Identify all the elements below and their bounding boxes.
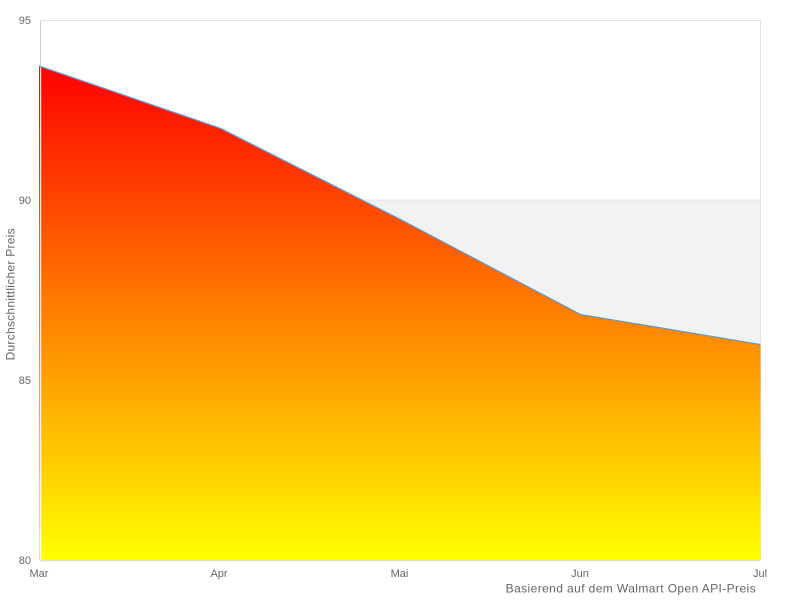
svg-text:Jul: Jul: [753, 568, 767, 580]
svg-text:Basierend auf dem Walmart Open: Basierend auf dem Walmart Open API-Preis: [506, 582, 756, 596]
svg-text:85: 85: [19, 375, 31, 387]
svg-text:Durchschnittlicher Preis: Durchschnittlicher Preis: [3, 228, 17, 360]
svg-text:90: 90: [19, 195, 31, 207]
svg-text:Jun: Jun: [571, 568, 589, 580]
svg-text:Mar: Mar: [30, 568, 49, 580]
svg-text:Apr: Apr: [210, 568, 227, 580]
svg-text:95: 95: [19, 15, 31, 27]
svg-text:80: 80: [19, 555, 31, 567]
svg-text:Mai: Mai: [391, 568, 409, 580]
